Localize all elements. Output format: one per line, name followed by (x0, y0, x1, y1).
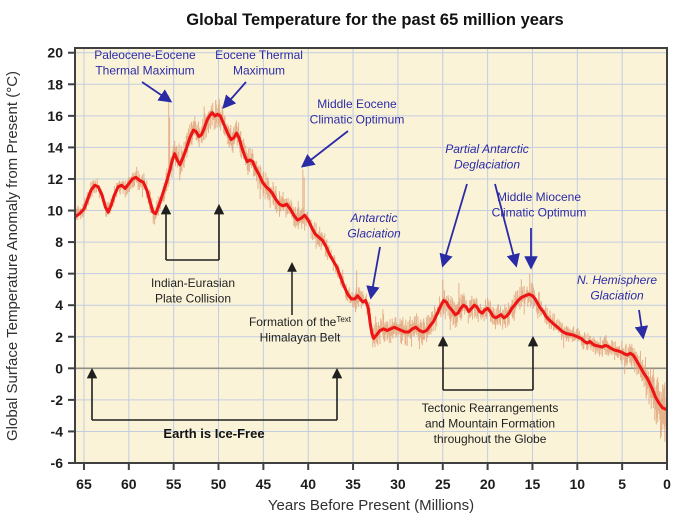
annotation-arrow (141, 81, 173, 103)
y-tick-label: 20 (47, 45, 63, 61)
x-tick-label: 0 (663, 476, 671, 492)
y-tick-label: 10 (47, 203, 63, 219)
annotation-label: Partial Antarctic Deglaciation (445, 142, 529, 172)
y-tick-label: -6 (51, 455, 64, 471)
x-tick-label: 15 (525, 476, 541, 492)
annotation-arrow (439, 183, 468, 268)
annotation-label: Formation of theText Himalayan Belt (249, 315, 352, 345)
chart-generated-content: 65 60 55 50 45 40 35 30 25 20 15 10 5 020181614121086… (47, 45, 671, 492)
annotation-label: Middle Miocene Climatic Optimum (492, 190, 587, 220)
y-tick-label: 14 (47, 139, 63, 155)
annotation-arrow (300, 130, 349, 168)
annotation-arrow (634, 309, 649, 340)
annotation-indian-eurasian-plate-collision: Indian-Eurasian Plate Collision (151, 203, 235, 306)
annotation-label: Eocene Thermal Maximum (215, 48, 303, 78)
annotation-tectonic-rearrangements: Tectonic Rearrangements and Mountain Form… (422, 335, 559, 446)
x-tick-label: 10 (570, 476, 586, 492)
x-tick-label: 20 (480, 476, 496, 492)
x-tick-label: 35 (345, 476, 361, 492)
annotation-label: Earth is Ice-Free (163, 426, 264, 441)
annotation-paleocene-eocene-thermal-maximum: Paleocene-Eocene Thermal Maximum (94, 48, 196, 103)
y-tick-label: 2 (55, 329, 63, 345)
annotation-antarctic-glaciation: Antarctic Glaciation (347, 211, 401, 300)
annotation-label: N. Hemisphere Glaciation (577, 273, 657, 303)
y-tick-label: 8 (55, 234, 63, 250)
annotation-label: Indian-Eurasian Plate Collision (151, 276, 235, 306)
y-tick-label: 4 (55, 297, 63, 313)
x-tick-label: 50 (211, 476, 227, 492)
annotation-middle-miocene-climatic-optimum: Middle Miocene Climatic Optimum (492, 190, 587, 270)
y-axis-title: Global Surface Temperature Anomaly from … (4, 71, 21, 441)
annotation-arrow (366, 246, 381, 300)
y-tick-label: 12 (47, 171, 63, 187)
annotation-partial-antarctic-deglaciation: Partial Antarctic Deglaciation (439, 142, 529, 268)
y-tick-label: 6 (55, 266, 63, 282)
x-tick-label: 30 (390, 476, 406, 492)
annotation-formation-of-the-himalayan-belt: Formation of theText Himalayan Belt (249, 262, 352, 345)
x-tick-label: 45 (256, 476, 272, 492)
annotation-label: Tectonic Rearrangements and Mountain Form… (422, 401, 559, 446)
annotation-label: Middle Eocene Climatic Optimum (310, 97, 405, 127)
x-tick-label: 60 (121, 476, 137, 492)
y-tick-label: -2 (51, 392, 64, 408)
annotation-eocene-thermal-maximum: Eocene Thermal Maximum (215, 48, 303, 110)
annotation-middle-eocene-climatic-optimum: Middle Eocene Climatic Optimum (300, 97, 405, 168)
x-tick-label: 25 (435, 476, 451, 492)
temperature-curve (75, 111, 667, 411)
x-tick-label: 40 (300, 476, 316, 492)
x-tick-label: 5 (618, 476, 626, 492)
x-tick-label: 65 (76, 476, 92, 492)
annotation-label: Antarctic Glaciation (347, 211, 401, 241)
annotation-arrow (494, 183, 520, 268)
annotation-n-hemisphere-glaciation: N. Hemisphere Glaciation (577, 273, 657, 340)
annotation-arrow (222, 81, 247, 110)
plot-frame (74, 47, 668, 464)
chart-title: Global Temperature for the past 65 milli… (186, 11, 563, 29)
y-tick-label: 0 (55, 360, 63, 376)
x-axis-title: Years Before Present (Millions) (268, 497, 474, 514)
y-tick-label: 16 (47, 108, 63, 124)
annotation-earth-is-ice-free: Earth is Ice-Free (86, 367, 343, 441)
x-tick-label: 55 (166, 476, 182, 492)
annotation-label: Paleocene-Eocene Thermal Maximum (94, 48, 196, 78)
y-tick-label: -4 (51, 423, 64, 439)
y-tick-label: 18 (47, 76, 63, 92)
